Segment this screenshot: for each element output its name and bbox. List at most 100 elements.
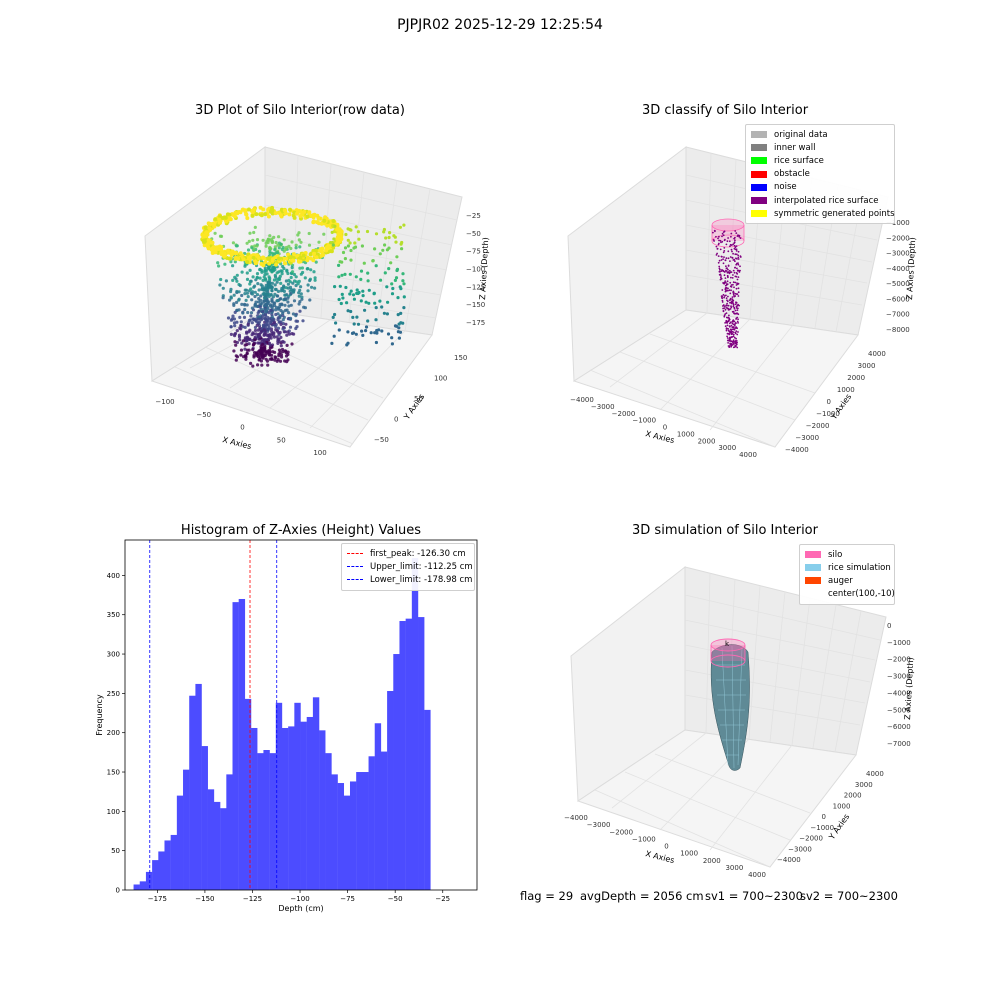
data-point (352, 331, 356, 335)
legend-item: obstacle (751, 168, 889, 181)
data-point (338, 260, 342, 264)
data-point (296, 233, 300, 237)
data-point (381, 248, 385, 252)
data-point (361, 294, 365, 298)
data-point (274, 312, 278, 317)
data-point (330, 341, 334, 345)
data-point (276, 294, 280, 298)
data-point (273, 292, 277, 296)
data-point (249, 361, 253, 365)
data-point (349, 289, 353, 293)
data-point (246, 248, 251, 252)
data-point (395, 268, 399, 273)
y-tick-label: 0 (394, 416, 398, 424)
data-point (282, 330, 286, 334)
data-point (382, 227, 386, 232)
data-point (346, 330, 350, 334)
data-point (254, 332, 258, 336)
data-point (301, 319, 305, 323)
data-point (235, 320, 239, 324)
legend-label: center(100,-10) (828, 589, 895, 600)
data-point (373, 301, 377, 305)
data-point (255, 272, 260, 276)
data-point (210, 240, 215, 245)
data-point (267, 265, 271, 269)
data-point (278, 302, 282, 306)
data-point (398, 285, 402, 289)
data-point (219, 277, 223, 282)
data-point (307, 243, 312, 247)
data-point (266, 363, 270, 367)
data-point (365, 229, 370, 234)
data-point (258, 326, 262, 330)
data-point (337, 297, 341, 302)
data-point (298, 214, 303, 218)
data-point (338, 284, 342, 288)
data-point (305, 214, 310, 219)
data-point (254, 318, 258, 322)
data-point (299, 292, 303, 296)
data-point (295, 280, 299, 284)
data-point (285, 268, 289, 272)
data-point (267, 311, 271, 315)
data-point (401, 321, 405, 325)
data-point (359, 269, 364, 273)
data-point (292, 215, 297, 220)
legend-swatch (805, 564, 821, 572)
data-point (397, 336, 401, 340)
data-point (264, 268, 269, 273)
histogram-legend: first_peak: -126.30 cm Upper_limit: -112.… (341, 543, 475, 591)
data-point (271, 350, 275, 354)
data-point (329, 249, 334, 254)
data-point (268, 343, 272, 347)
data-point (339, 301, 343, 306)
data-point (363, 308, 367, 312)
data-point (314, 260, 318, 264)
data-point (306, 289, 310, 293)
data-point (398, 225, 402, 229)
data-point (239, 327, 243, 331)
legend-label: auger (828, 575, 853, 586)
data-point (229, 332, 233, 336)
legend-item: center(100,-10) (805, 588, 895, 601)
data-point (299, 285, 303, 289)
data-point (285, 343, 289, 347)
data-point (288, 280, 292, 284)
raw-point-cloud (200, 205, 406, 368)
data-point (243, 288, 247, 292)
data-point (229, 252, 234, 257)
data-point (340, 273, 344, 277)
data-point (264, 283, 268, 288)
data-point (245, 271, 249, 275)
data-point (343, 257, 347, 261)
data-point (325, 223, 330, 228)
data-point (282, 266, 286, 271)
data-point (353, 245, 358, 249)
data-point (353, 241, 357, 245)
legend-line-sample (347, 579, 363, 581)
data-point (223, 262, 227, 266)
data-point (273, 268, 277, 272)
data-point (312, 251, 316, 256)
data-point (366, 271, 370, 275)
data-point (290, 342, 294, 346)
data-point (299, 240, 303, 244)
data-point (279, 344, 283, 348)
data-point (204, 230, 209, 235)
data-point (382, 230, 386, 234)
data-point (277, 276, 281, 280)
data-point (262, 275, 266, 279)
z-tick-label: −75 (466, 248, 481, 256)
data-point (218, 234, 223, 238)
data-point (279, 308, 283, 313)
data-point (311, 258, 316, 263)
data-point (242, 355, 246, 359)
data-point (349, 309, 353, 314)
data-point (279, 335, 283, 339)
data-point (221, 286, 225, 290)
data-point (333, 224, 337, 228)
data-point (331, 243, 335, 247)
data-point (237, 333, 241, 337)
data-point (297, 259, 302, 264)
